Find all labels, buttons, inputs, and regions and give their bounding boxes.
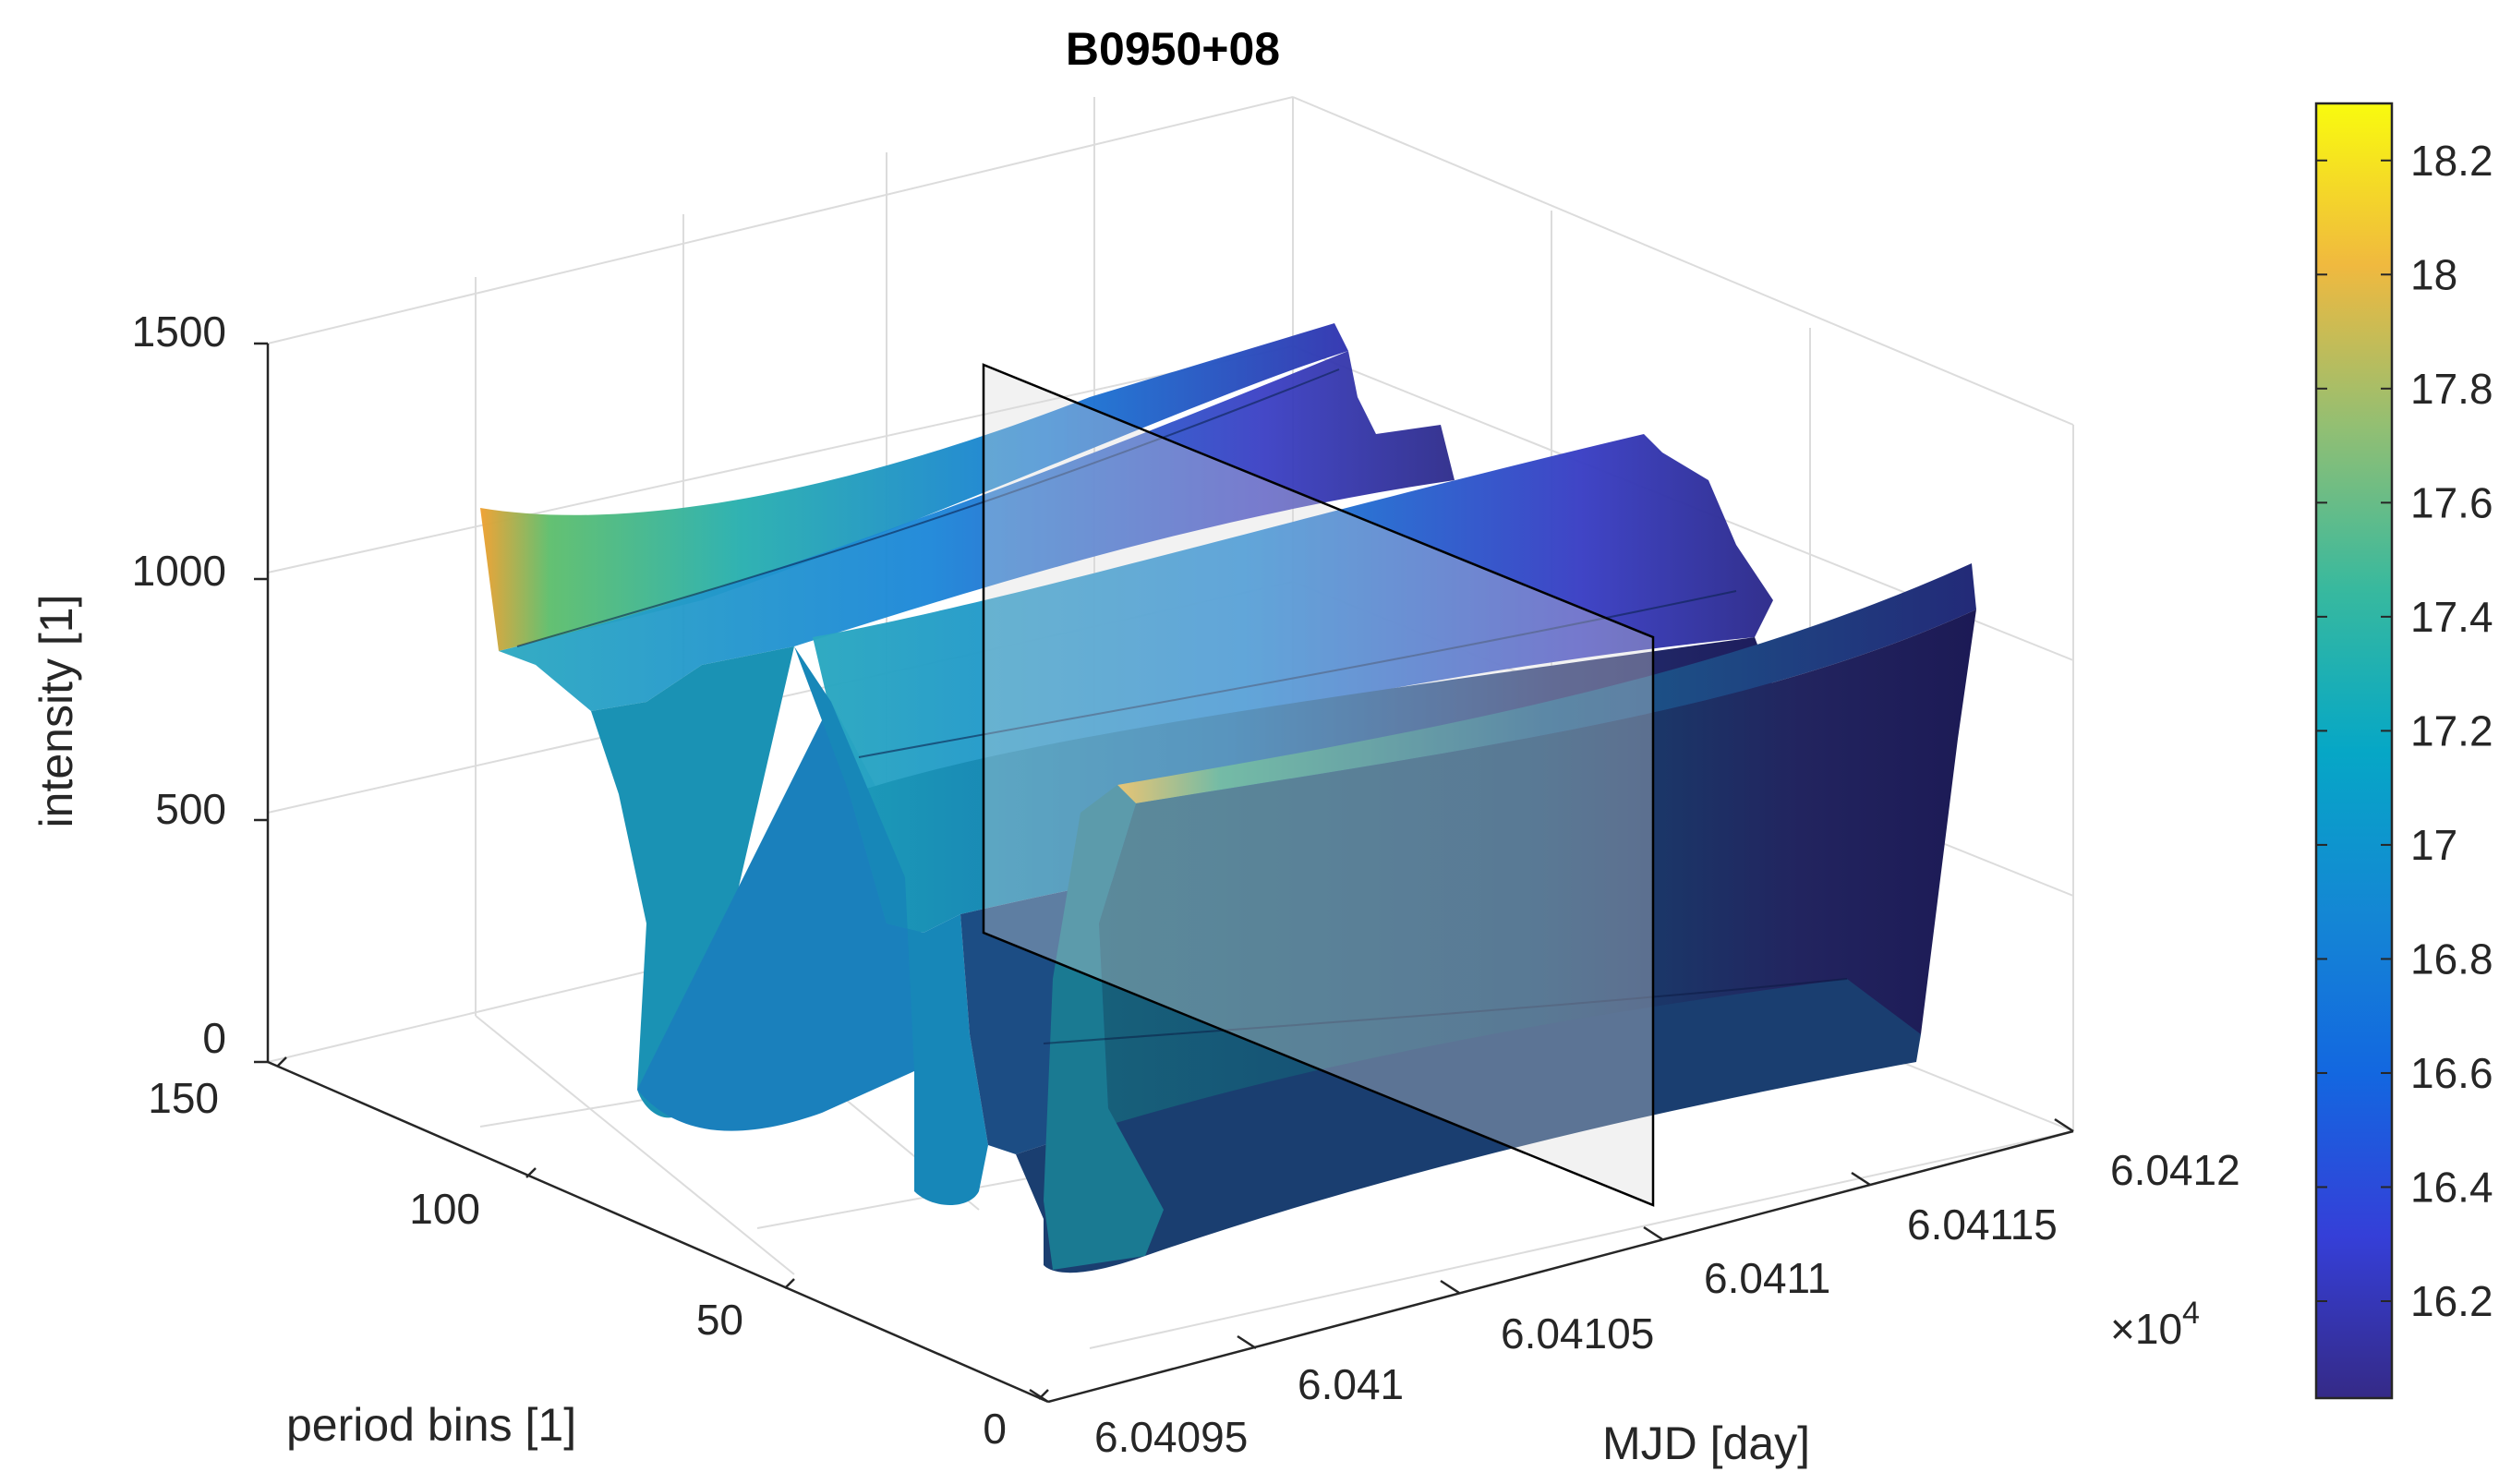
y-tick-label: 0 — [983, 1405, 1007, 1453]
ridge-front-left — [1044, 785, 1164, 1270]
colorbar: 16.2 16.4 16.6 16.8 17 17.2 17.4 17.6 17.8 18 18.2 — [2314, 102, 2493, 1400]
z-tick-labels: 1500 1000 500 0 — [132, 308, 226, 1062]
x-tick-label: 6.0412 — [2110, 1146, 2240, 1194]
x-axis-label: MJD [day] — [1602, 1418, 1810, 1469]
x-tick-label: 6.04105 — [1501, 1309, 1654, 1357]
ridge-front-top — [1117, 563, 1976, 803]
colorbar-gradient — [2314, 102, 2394, 1400]
ridge-back-face — [499, 351, 1455, 711]
x-tick-label: 6.04115 — [1907, 1200, 2058, 1249]
ridge-mid-top — [813, 434, 1773, 794]
surface — [480, 323, 1976, 1273]
axes-lines — [254, 342, 2074, 1404]
ridge-mid-left — [794, 646, 988, 1205]
colorbar-tick-label: 16.2 — [2410, 1277, 2493, 1325]
z-tick-label: 1500 — [132, 308, 226, 356]
ridge-front-bottom — [1016, 979, 1921, 1273]
x-tick-labels: 6.04095 6.041 6.04105 6.0411 6.04115 6.0… — [1094, 1146, 2240, 1461]
z-tick-label: 500 — [155, 785, 226, 833]
ridge-back-face-lower — [591, 646, 794, 1118]
colorbar-ticks: 16.2 16.4 16.6 16.8 17 17.2 17.4 17.6 17.8 18 18.2 — [2316, 137, 2493, 1325]
z-tick-label: 0 — [202, 1014, 226, 1062]
x-tick-label: 6.041 — [1298, 1360, 1404, 1408]
colorbar-tick-label: 17.2 — [2410, 706, 2493, 754]
colorbar-tick-label: 17.6 — [2410, 478, 2493, 526]
z-axis-label: intensity [1] — [30, 595, 82, 828]
ridge-back-valley — [637, 702, 924, 1131]
colorbar-tick-label: 17.4 — [2410, 593, 2493, 641]
colorbar-tick-label: 18.2 — [2410, 137, 2493, 185]
x-multiplier-exponent: 4 — [2182, 1296, 2200, 1331]
x-tick-label: 6.0411 — [1704, 1254, 1830, 1302]
colorbar-tick-label: 16.6 — [2410, 1049, 2493, 1097]
colorbar-tick-label: 16.4 — [2410, 1163, 2493, 1211]
chart-title: B0950+08 — [1066, 23, 1280, 75]
x-multiplier-base: ×10 — [2110, 1305, 2182, 1353]
colorbar-tick-label: 16.8 — [2410, 935, 2493, 983]
z-tick-label: 1000 — [132, 547, 226, 595]
y-tick-labels: 150 100 50 0 — [148, 1074, 1007, 1453]
y-axis-label: period bins [1] — [286, 1399, 576, 1451]
colorbar-tick-label: 17 — [2410, 821, 2457, 869]
colorbar-tick-label: 17.8 — [2410, 365, 2493, 413]
y-tick-label: 100 — [409, 1185, 480, 1233]
x-tick-label: 6.04095 — [1094, 1413, 1248, 1461]
colorbar-tick-label: 18 — [2410, 250, 2457, 298]
ridge-back-top — [480, 323, 1348, 651]
x-multiplier: ×104 — [2110, 1296, 2200, 1353]
y-tick-label: 50 — [696, 1296, 743, 1344]
y-tick-label: 150 — [148, 1074, 219, 1122]
slice-plane — [982, 363, 1655, 1207]
